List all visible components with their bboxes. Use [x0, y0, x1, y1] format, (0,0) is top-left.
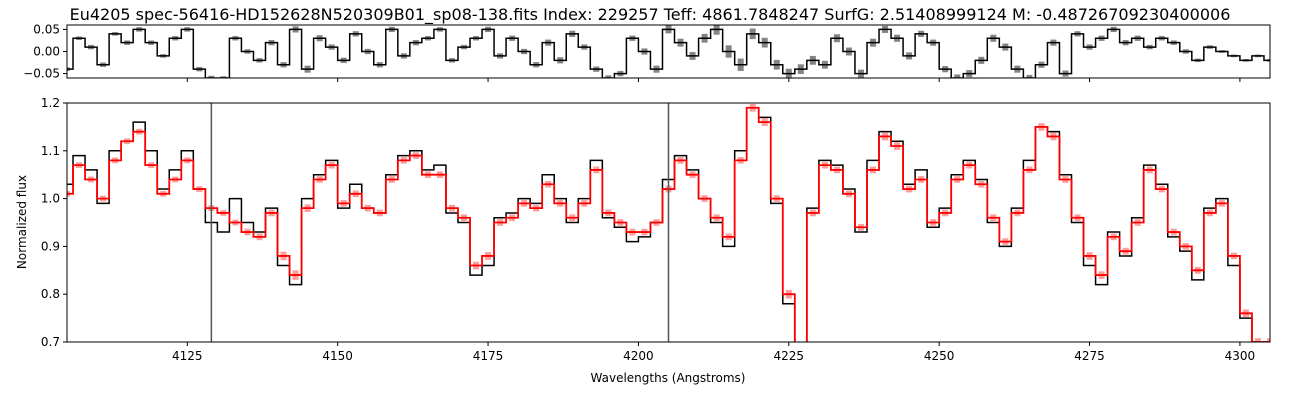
flux-plot-area [67, 103, 1270, 342]
series-line-0 [67, 28, 1270, 78]
residual-axes: 0.05 0.00 −0.05 [23, 22, 1271, 82]
axes-frame [66, 102, 1271, 343]
y-tick-label-1: 0.00 [33, 45, 60, 59]
flux-panel: 0.7 0.8 0.9 1.0 1.1 1.2 4125 4150 4175 4200 4225 42… [41, 96, 1271, 363]
error-band-0-80 [1026, 74, 1033, 78]
y-tick-label-5: 1.2 [41, 96, 60, 110]
x-axis-label: Wavelengths (Angstroms) [591, 371, 746, 385]
y-tick-label-4: 1.1 [41, 144, 60, 158]
flux-axes: 0.7 0.8 0.9 1.0 1.1 1.2 4125 4150 4175 4200 4225 42… [41, 96, 1271, 363]
error-band-0-13 [220, 76, 227, 78]
x-tick-label-4: 4225 [774, 349, 805, 363]
x-tick-label-3: 4200 [623, 349, 654, 363]
error-band-1-99 [1254, 338, 1261, 342]
series-line-1 [67, 106, 1270, 342]
y-axis-label: Normalized flux [15, 175, 29, 269]
x-tick-label-0: 4125 [172, 349, 203, 363]
error-band-0-12 [208, 75, 215, 78]
y-tick-label-2: −0.05 [23, 67, 60, 81]
x-tick-label-2: 4175 [473, 349, 504, 363]
x-tick-label-6: 4275 [1074, 349, 1105, 363]
residual-panel: 0.05 0.00 −0.05 [23, 22, 1271, 82]
chart-title: Eu4205 spec-56416-HD152628N520309B01_sp0… [70, 5, 1231, 25]
x-tick-label-7: 4300 [1225, 349, 1256, 363]
error-band-0-74 [954, 74, 961, 78]
error-band-0-45 [605, 75, 612, 78]
residual-plot-area [67, 25, 1270, 78]
y-tick-label-0: 0.05 [33, 22, 60, 36]
y-tick-label-2: 0.9 [41, 239, 60, 253]
y-tick-label-3: 1.0 [41, 192, 60, 206]
y-tick-label-0: 0.7 [41, 335, 60, 349]
x-tick-label-5: 4250 [924, 349, 955, 363]
error-band-1-100 [1267, 338, 1270, 342]
y-tick-label-1: 0.8 [41, 287, 60, 301]
x-tick-label-1: 4150 [322, 349, 353, 363]
